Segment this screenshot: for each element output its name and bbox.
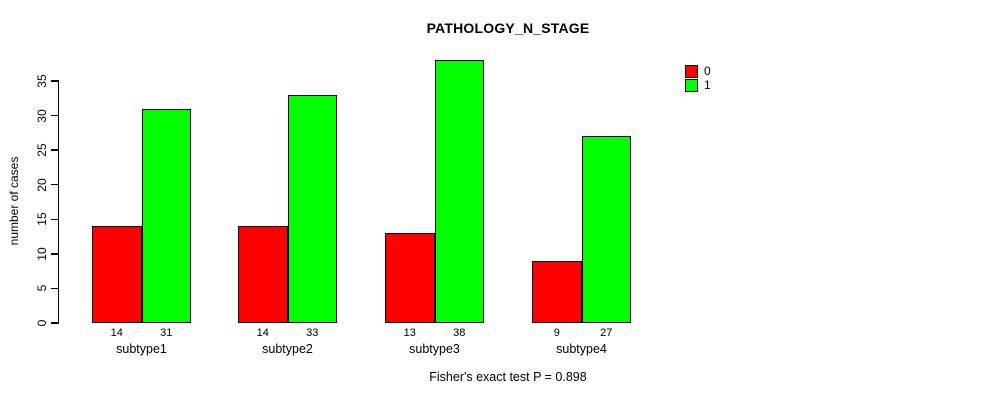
legend-swatch-red-icon (685, 65, 698, 78)
category-label-subtype2: subtype2 (262, 342, 313, 356)
y-tick-mark (50, 253, 58, 255)
bar-subtype2-series1 (287, 94, 337, 323)
y-tick-mark (50, 322, 58, 324)
footer-stat-note: Fisher's exact test P = 0.898 (429, 370, 587, 384)
y-tick-label: 5 (35, 285, 49, 292)
y-tick-label: 15 (35, 212, 49, 226)
y-tick-mark (50, 149, 58, 151)
y-tick-mark (50, 287, 58, 290)
y-tick-mark (50, 218, 58, 221)
bar-subtype3-series0 (385, 233, 435, 323)
category-label-subtype4: subtype4 (556, 342, 607, 356)
y-tick-label: 35 (35, 74, 49, 88)
y-tick-label: 25 (35, 143, 49, 157)
y-tick-mark (50, 114, 58, 117)
bar-value-label: 9 (553, 327, 560, 339)
bar-subtype3-series1 (434, 60, 484, 323)
y-axis-label: number of cases (7, 156, 21, 246)
legend-entry-1: 1 (685, 79, 711, 92)
bar-subtype1-series1 (141, 108, 191, 323)
bar-subtype4-series1 (581, 136, 631, 323)
chart-title: PATHOLOGY_N_STAGE (426, 20, 590, 36)
bar-value-label: 38 (453, 327, 466, 339)
bar-value-label: 13 (403, 327, 416, 339)
bar-subtype4-series0 (532, 260, 582, 323)
category-label-subtype1: subtype1 (116, 342, 167, 356)
bar-value-label: 31 (160, 327, 173, 339)
bar-value-label: 14 (256, 327, 269, 339)
y-tick-label: 20 (35, 178, 49, 192)
y-tick-label: 30 (35, 108, 49, 123)
legend-label-1: 1 (704, 78, 711, 92)
legend-label-0: 0 (704, 64, 711, 78)
y-tick-mark (50, 183, 58, 186)
legend: 0 1 (685, 65, 711, 93)
y-axis-line (57, 80, 59, 324)
legend-swatch-green-icon (685, 79, 698, 92)
bar-value-label: 27 (600, 327, 613, 339)
bar-value-label: 14 (110, 327, 123, 339)
y-tick-label: 0 (35, 319, 49, 327)
legend-entry-0: 0 (685, 65, 711, 78)
bar-subtype1-series0 (92, 226, 142, 323)
y-tick-label: 10 (35, 247, 49, 261)
category-label-subtype3: subtype3 (409, 342, 460, 356)
bar-value-label: 33 (306, 327, 319, 339)
y-tick-mark (50, 80, 58, 82)
bar-subtype2-series0 (238, 226, 288, 323)
